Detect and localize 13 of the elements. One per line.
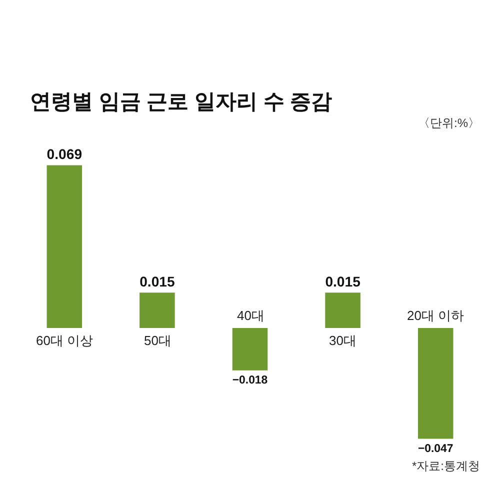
data-label: −0.047 — [418, 442, 454, 455]
chart-title: 연령별 임금 근로 일자리 수 증감 — [30, 90, 332, 114]
x-tick-label: 40대 — [237, 308, 264, 323]
data-label: −0.018 — [232, 374, 268, 386]
data-label: 0.069 — [46, 146, 82, 162]
text: 〈단위:%〉 — [418, 116, 480, 130]
x-tick-label: 30대 — [329, 333, 356, 348]
x-tick-label: 60대 이상 — [36, 333, 94, 348]
x-tick-label: 50대 — [144, 333, 172, 348]
x-tick-label: 20대 이하 — [407, 308, 464, 323]
data-label: 0.015 — [325, 273, 361, 290]
text: *자료:통계청 — [412, 459, 480, 473]
data-label: 0.015 — [140, 273, 175, 290]
